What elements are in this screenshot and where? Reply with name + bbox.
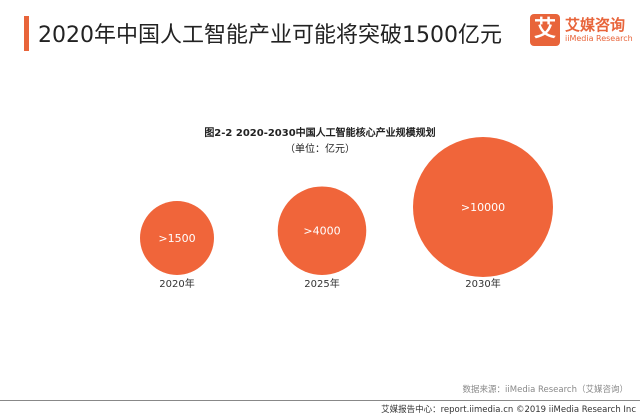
title-accent-bar xyxy=(24,16,29,51)
logo-name-cn: 艾媒咨询 xyxy=(565,16,626,34)
data-label: >4000 xyxy=(303,225,340,238)
bubble-0 xyxy=(140,201,214,275)
category-label: 2030年 xyxy=(465,277,500,290)
data-label: >1500 xyxy=(158,232,195,245)
chart-subtitle: （单位：亿元） xyxy=(285,144,355,155)
logo-name-en: iiMedia Research xyxy=(565,34,633,43)
logo-icon: 艾 xyxy=(530,14,560,46)
category-label: 2025年 xyxy=(304,277,339,290)
data-label: >10000 xyxy=(461,201,505,214)
footer-text: 艾媒报告中心：report.iimedia.cn ©2019 iiMedia R… xyxy=(381,405,636,415)
footer-divider xyxy=(0,400,640,401)
chart-title: 图2-2 2020-2030中国人工智能核心产业规模规划 xyxy=(204,128,436,139)
bubble-2 xyxy=(413,137,553,277)
category-label: 2020年 xyxy=(159,277,194,290)
page-title: 2020年中国人工智能产业可能将突破1500亿元 xyxy=(38,23,502,48)
logo: 艾 艾媒咨询 iiMedia Research xyxy=(530,14,633,48)
bubble-1 xyxy=(277,186,367,275)
data-source: 数据来源：iiMedia Research（艾媒咨询） xyxy=(462,385,628,395)
